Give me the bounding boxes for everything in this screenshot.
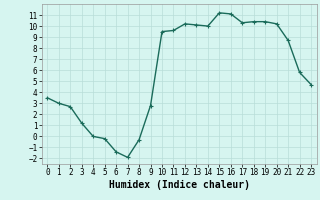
- X-axis label: Humidex (Indice chaleur): Humidex (Indice chaleur): [109, 180, 250, 190]
